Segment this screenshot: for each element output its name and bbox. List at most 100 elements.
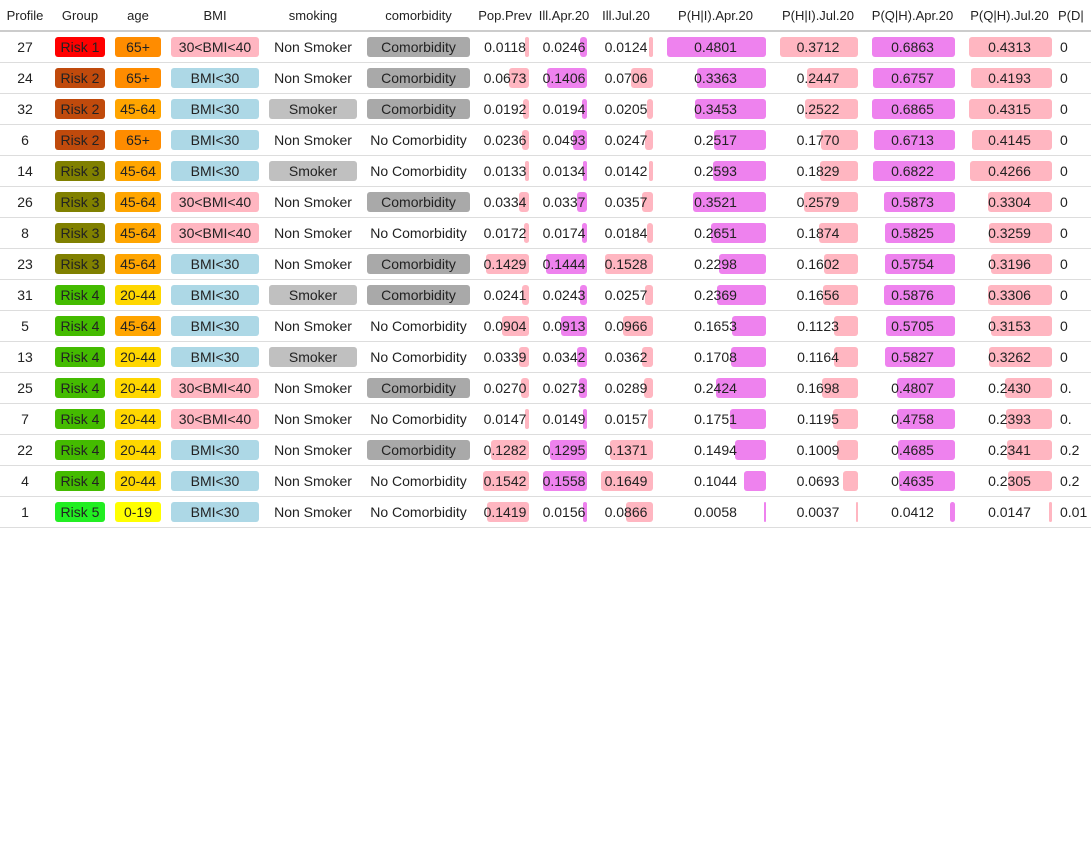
bar-cell: 0.0241 (477, 280, 533, 310)
cell: 0.4685 (864, 434, 961, 466)
cell-value: 0.0134 (542, 163, 586, 179)
cell-value: 0.0172 (483, 225, 527, 241)
cell: 65+ (110, 124, 166, 156)
bar-cell: 0.2579 (774, 187, 862, 217)
cell: 0.2341 (961, 434, 1058, 466)
bar-cell: 0.5825 (866, 218, 959, 248)
data-bar (550, 440, 587, 460)
cell-text: Non Smoker (274, 473, 352, 489)
data-bar (714, 130, 766, 150)
column-header: P(Q|H).Apr.20 (864, 0, 961, 32)
cell-text: Non Smoker (274, 411, 352, 427)
cell: No Comorbidity (362, 465, 475, 497)
data-bar (523, 99, 529, 119)
cell-value: 0.0257 (604, 287, 648, 303)
cell: 0.0118 (475, 31, 535, 63)
table-row: 7 Risk 4 20-44 30<BMI<40 Non Smoker No Comorb… (0, 403, 1091, 435)
cell-text: No Comorbidity (370, 349, 467, 365)
data-bar (502, 316, 529, 336)
tag-pill: 30<BMI<40 (171, 409, 259, 429)
cell-text: Non Smoker (274, 442, 352, 458)
bar-cell: 0.0149 (537, 404, 591, 434)
tag-pill: 45-64 (115, 99, 161, 119)
tag-pill: BMI<30 (171, 440, 259, 460)
cell-value: 0.1653 (694, 318, 737, 334)
data-bar (872, 161, 955, 181)
data-bar (729, 409, 766, 429)
cell-value: 0.2651 (694, 225, 737, 241)
cell: 20-44 (110, 403, 166, 435)
bar-cell: 0.1295 (537, 435, 591, 465)
tag-pill: Comorbidity (367, 378, 470, 398)
cell-value: 0.0037 (796, 504, 840, 520)
cell: Comorbidity (362, 372, 475, 404)
data-bar (873, 130, 955, 150)
cell-value: 0.3262 (988, 349, 1031, 365)
cell-value: 0.3196 (988, 256, 1031, 272)
data-bar (969, 37, 1052, 57)
cell-value: 0.1044 (694, 473, 737, 489)
data-bar (898, 471, 955, 491)
cell: 23 (0, 248, 50, 280)
cell: 0.0133 (475, 155, 535, 187)
tag-pill: Comorbidity (367, 37, 470, 57)
tag-pill: Risk 3 (55, 161, 105, 181)
data-bar (883, 285, 955, 305)
cell-value: 0.0118 (484, 39, 526, 55)
data-bar (989, 347, 1052, 367)
bar-cell: 0.0172 (477, 218, 533, 248)
cell: 0.4313 (961, 31, 1058, 63)
data-bar (969, 161, 1052, 181)
data-bar (579, 378, 587, 398)
cell: 0.0156 (535, 496, 593, 528)
bar-cell: 0.6822 (866, 156, 959, 186)
cell: Risk 3 (50, 186, 110, 218)
tag-pill: Risk 3 (55, 192, 105, 212)
table-row: 4 Risk 4 20-44 BMI<30 Non Smoker No Comorbidi… (0, 465, 1091, 497)
cell: 0.1649 (593, 465, 659, 497)
data-bar (969, 99, 1052, 119)
cell: 0.1602 (772, 248, 864, 280)
tag-pill: Risk 3 (55, 254, 105, 274)
cell: 0.0241 (475, 279, 535, 311)
tag-pill: Risk 4 (55, 471, 105, 491)
data-bar (525, 37, 529, 57)
bar-cell: 0.1653 (661, 311, 770, 341)
cell: 45-64 (110, 217, 166, 249)
table-row: 1 Risk 5 0-19 BMI<30 Non Smoker No Comorbidit… (0, 496, 1091, 528)
cell-value: 0.6757 (891, 70, 934, 86)
cell-value: 0.4193 (988, 70, 1031, 86)
cell: Risk 4 (50, 341, 110, 373)
cell: 0.3521 (659, 186, 772, 218)
data-bar (693, 192, 766, 212)
cell: 0.6713 (864, 124, 961, 156)
bar-cell: 0.0706 (595, 63, 657, 93)
data-bar (806, 68, 858, 88)
column-header: Ill.Jul.20 (593, 0, 659, 32)
data-bar (744, 471, 766, 491)
data-bar (521, 285, 529, 305)
cell: 0.0194 (535, 93, 593, 125)
cell-value: 0.5876 (891, 287, 934, 303)
cell: 0.1558 (535, 465, 593, 497)
cell-value: 0.0142 (604, 163, 648, 179)
cell: 0.2447 (772, 62, 864, 94)
cell-value: 0.2579 (796, 194, 840, 210)
tag-pill: Risk 1 (55, 37, 105, 57)
tag-pill: 45-64 (115, 192, 161, 212)
cell: BMI<30 (166, 62, 264, 94)
cell-value: 0.1444 (542, 256, 586, 272)
cell: 30<BMI<40 (166, 217, 264, 249)
tag-pill: 65+ (115, 68, 161, 88)
cell: 22 (0, 434, 50, 466)
data-bar (523, 223, 529, 243)
bar-cell: 0.1829 (774, 156, 862, 186)
cell: 24 (0, 62, 50, 94)
cell: 0.1295 (535, 434, 593, 466)
bar-cell: 0.6865 (866, 94, 959, 124)
cell: 0.1164 (772, 341, 864, 373)
data-bar (988, 285, 1052, 305)
cell-value: 0.0243 (542, 287, 586, 303)
cell-value: 0.1649 (604, 473, 648, 489)
tag-pill: BMI<30 (171, 316, 259, 336)
